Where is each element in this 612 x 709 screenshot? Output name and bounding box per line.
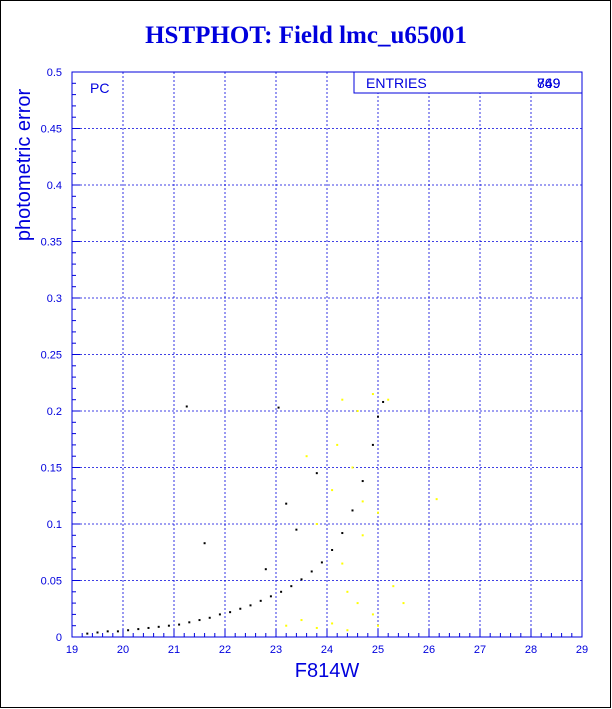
y-tick-label: 0.05 <box>41 576 62 588</box>
data-point-series-1 <box>356 602 359 605</box>
grid-lines <box>72 72 582 637</box>
x-tick-label: 21 <box>168 644 180 656</box>
data-point-series-0 <box>86 632 89 635</box>
data-point-series-0 <box>157 625 160 628</box>
y-tick-label: 0.35 <box>41 237 62 249</box>
x-tick-label: 28 <box>525 644 537 656</box>
x-tick-label: 27 <box>474 644 486 656</box>
pad-label: PC <box>90 80 109 96</box>
data-point-series-0 <box>229 611 232 614</box>
stats-entries-label: ENTRIES <box>366 75 427 91</box>
y-tick-label: 0.3 <box>47 293 62 305</box>
data-point-series-0 <box>249 604 252 607</box>
data-point-series-0 <box>310 570 313 573</box>
x-tick-label: 23 <box>270 644 282 656</box>
data-point-series-0 <box>167 624 170 627</box>
data-point-series-1 <box>341 562 344 565</box>
data-point-series-0 <box>300 578 303 581</box>
data-point-series-0 <box>371 443 374 446</box>
data-point-series-0 <box>295 528 298 531</box>
data-points <box>86 393 438 635</box>
stats-box <box>353 71 583 94</box>
data-point-series-0 <box>96 631 99 634</box>
y-tick-label: 0.25 <box>41 350 62 362</box>
y-tick-label: 0.45 <box>41 124 62 136</box>
y-tick-label: 0.1 <box>47 519 62 531</box>
data-point-series-0 <box>285 502 288 505</box>
data-point-series-1 <box>392 585 395 588</box>
data-point-series-1 <box>331 622 334 625</box>
data-point-series-0 <box>320 561 323 564</box>
data-point-series-1 <box>315 523 318 525</box>
data-point-series-0 <box>127 629 130 632</box>
x-tick-label: 19 <box>66 644 78 656</box>
data-point-series-1 <box>346 590 349 593</box>
data-point-series-0 <box>290 585 293 588</box>
data-point-series-0 <box>377 415 379 418</box>
data-point-series-0 <box>351 509 354 512</box>
data-point-series-0 <box>315 472 318 475</box>
data-point-series-0 <box>259 599 262 602</box>
chart-title: HSTPHOT: Field lmc_u65001 <box>145 22 467 49</box>
data-point-series-0 <box>239 607 242 610</box>
data-point-series-1 <box>371 613 374 616</box>
data-point-series-1 <box>331 489 334 492</box>
x-tick-label: 20 <box>117 644 129 656</box>
data-point-series-0 <box>280 590 283 593</box>
y-tick-label: 0.15 <box>41 463 62 475</box>
data-point-series-0 <box>218 613 221 616</box>
data-point-series-1 <box>305 455 308 458</box>
data-point-series-1 <box>377 511 379 514</box>
y-tick-label: 0.2 <box>47 406 62 418</box>
x-tick-label: 24 <box>321 644 333 656</box>
x-tick-label: 26 <box>423 644 435 656</box>
data-point-series-0 <box>198 619 201 622</box>
x-axis-label: F814W <box>295 660 360 682</box>
y-axis-label: photometric error <box>13 89 35 242</box>
data-point-series-0 <box>106 630 109 633</box>
y-tick-label: 0 <box>56 632 62 644</box>
data-point-series-1 <box>315 626 318 629</box>
y-tick-label: 0.4 <box>47 180 62 192</box>
data-point-series-1 <box>377 624 379 627</box>
data-point-series-0 <box>203 542 206 545</box>
data-point-series-0 <box>137 628 140 631</box>
data-point-series-1 <box>285 624 288 627</box>
data-point-series-1 <box>361 534 364 537</box>
data-point-series-1 <box>341 398 344 401</box>
data-point-series-1 <box>351 466 354 469</box>
data-point-series-1 <box>361 500 364 503</box>
data-point-series-0 <box>178 623 181 626</box>
data-point-series-0 <box>264 568 267 571</box>
y-tick-label: 0.5 <box>47 67 62 79</box>
x-tick-label: 22 <box>219 644 231 656</box>
data-point-series-0 <box>147 626 150 629</box>
stats-entries-value-2: 849 <box>537 75 561 91</box>
data-point-series-0 <box>277 406 280 409</box>
data-point-series-0 <box>188 621 191 624</box>
data-point-series-1 <box>356 410 359 412</box>
data-point-series-1 <box>346 629 349 632</box>
data-point-series-0 <box>116 630 119 633</box>
data-point-series-1 <box>435 498 438 501</box>
data-point-series-0 <box>361 480 364 483</box>
stats-entries-value-1: 769 <box>537 75 561 91</box>
data-point-series-0 <box>208 616 211 619</box>
data-point-series-0 <box>382 400 385 403</box>
data-point-series-1 <box>371 393 374 396</box>
data-point-series-1 <box>300 619 303 622</box>
data-point-series-1 <box>387 398 390 401</box>
data-point-series-1 <box>336 443 339 446</box>
data-point-series-0 <box>185 405 188 408</box>
data-point-series-0 <box>269 595 272 598</box>
x-tick-label: 29 <box>576 644 588 656</box>
x-tick-label: 25 <box>372 644 384 656</box>
axis-ticks: 19 20 21 22 23 24 25 26 27 28 29 0 0.05 0.1 0.15 0.2 0.2… <box>41 67 589 656</box>
data-point-series-1 <box>402 602 405 605</box>
data-point-series-0 <box>331 548 334 551</box>
data-point-series-0 <box>341 532 344 535</box>
